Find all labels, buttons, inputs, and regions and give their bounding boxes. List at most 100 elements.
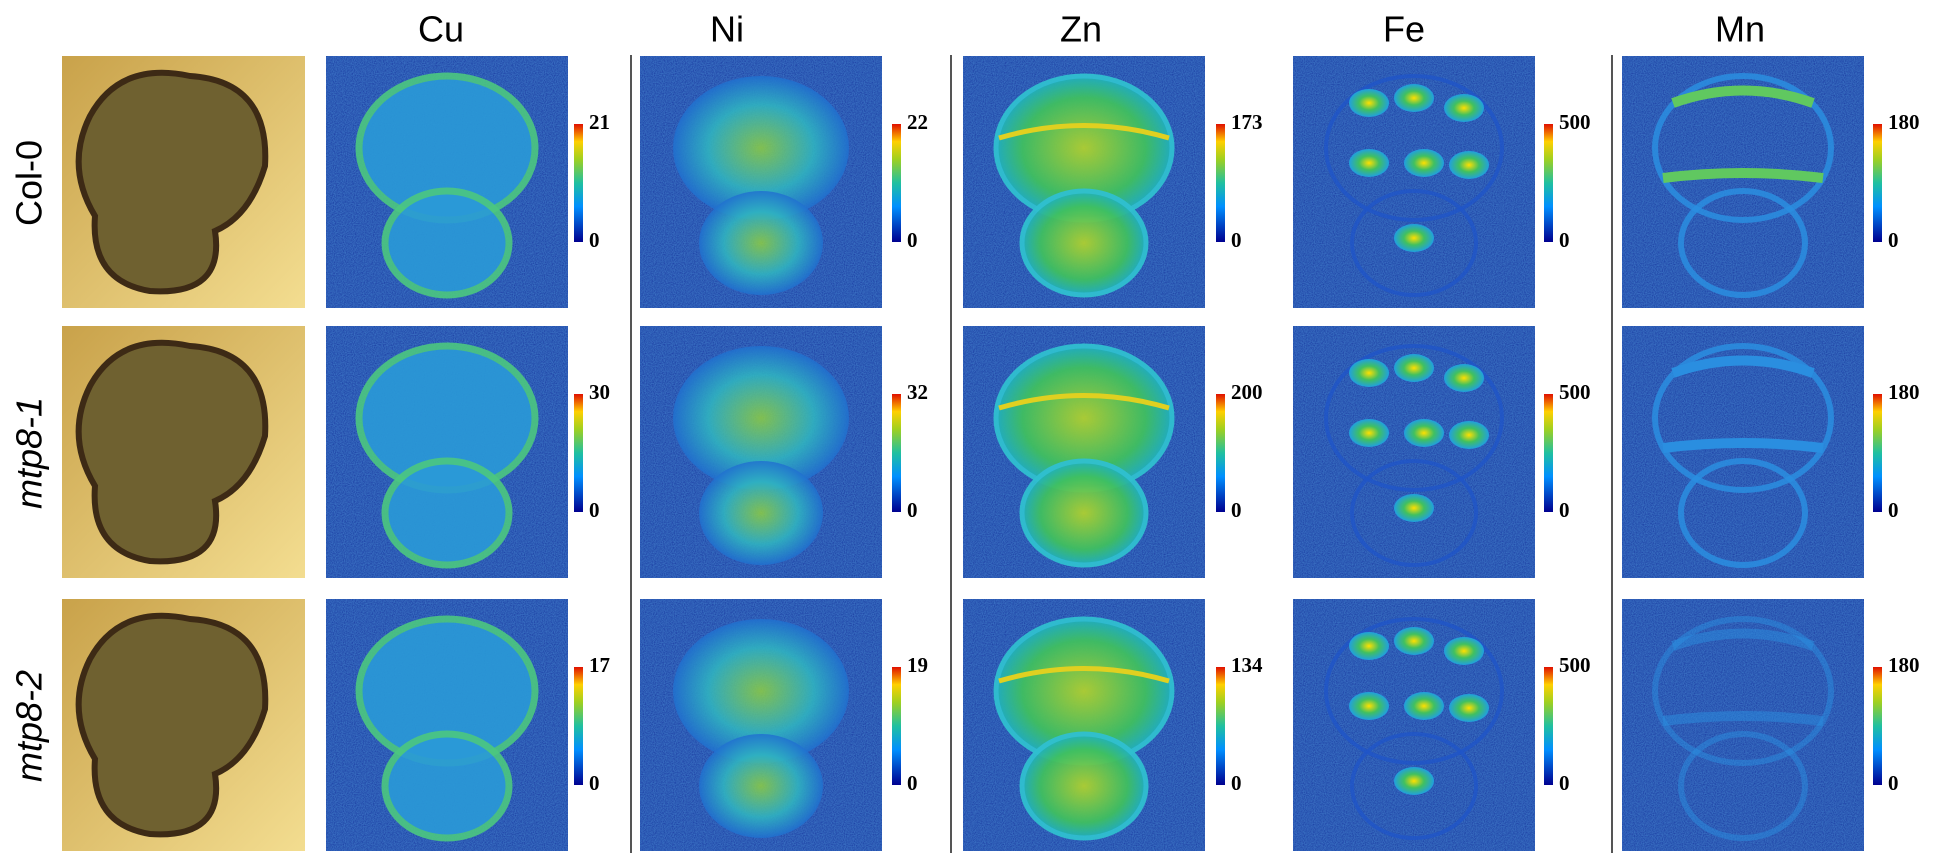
- tissue: [1022, 734, 1146, 838]
- hotspot: [1449, 151, 1489, 179]
- hotspot: [1349, 419, 1389, 447]
- scale-max: 30: [589, 380, 610, 404]
- column-header: Cu: [418, 9, 464, 50]
- figure: CuNiZnFeMnCol-0210220173050001800mtp8-13…: [0, 0, 1939, 853]
- colorbar: [1544, 394, 1553, 512]
- hotspot: [1444, 637, 1484, 665]
- column-header: Fe: [1383, 9, 1425, 50]
- scale-min: 0: [589, 498, 600, 522]
- tissue: [699, 734, 823, 838]
- element-map: [1622, 56, 1864, 308]
- element-map: [326, 56, 568, 308]
- colorbar: [1873, 667, 1882, 785]
- scale-max: 180: [1888, 380, 1920, 404]
- hotspot: [1394, 354, 1434, 382]
- element-map: [1293, 326, 1535, 578]
- section-photo: [62, 326, 305, 578]
- element-map: [640, 599, 882, 851]
- scale-max: 500: [1559, 653, 1591, 677]
- scale-min: 0: [1231, 228, 1242, 252]
- column-header: Mn: [1715, 9, 1765, 50]
- element-map: [1622, 599, 1864, 851]
- colorbar: [1216, 124, 1225, 242]
- column-header: Zn: [1060, 9, 1102, 50]
- hotspot: [1349, 692, 1389, 720]
- scale-min: 0: [1888, 771, 1899, 795]
- scale-max: 32: [907, 380, 928, 404]
- hotspot: [1349, 149, 1389, 177]
- element-map: [326, 599, 568, 851]
- element-map: [640, 326, 882, 578]
- hotspot: [1349, 632, 1389, 660]
- element-map: [1622, 326, 1864, 578]
- hotspot: [1444, 364, 1484, 392]
- column-header: Ni: [710, 9, 744, 50]
- scale-max: 180: [1888, 110, 1920, 134]
- tissue: [385, 191, 509, 295]
- hotspot: [1404, 149, 1444, 177]
- hotspot: [1404, 419, 1444, 447]
- band: [1663, 443, 1823, 448]
- scale-max: 22: [907, 110, 928, 134]
- colorbar: [1544, 124, 1553, 242]
- element-map: [963, 599, 1205, 851]
- scale-max: 19: [907, 653, 928, 677]
- scale-max: 134: [1231, 653, 1263, 677]
- scale-min: 0: [1888, 228, 1899, 252]
- colorbar: [574, 667, 583, 785]
- colorbar: [1873, 394, 1882, 512]
- colorbar: [892, 667, 901, 785]
- row-label: Col-0: [9, 140, 50, 226]
- colorbar: [892, 124, 901, 242]
- band: [1663, 716, 1823, 721]
- band: [1663, 173, 1823, 178]
- element-map: [326, 326, 568, 578]
- hotspot: [1394, 84, 1434, 112]
- scale-min: 0: [1231, 498, 1242, 522]
- colorbar: [892, 394, 901, 512]
- tissue: [699, 461, 823, 565]
- hotspot: [1349, 359, 1389, 387]
- scale-max: 500: [1559, 380, 1591, 404]
- hotspot: [1449, 421, 1489, 449]
- scale-min: 0: [1559, 771, 1570, 795]
- element-map: [1293, 599, 1535, 851]
- element-map: [963, 56, 1205, 308]
- hotspot: [1449, 694, 1489, 722]
- scale-max: 173: [1231, 110, 1263, 134]
- hotspot: [1394, 627, 1434, 655]
- scale-max: 180: [1888, 653, 1920, 677]
- section-photo: [62, 56, 305, 308]
- tissue: [1022, 191, 1146, 295]
- hotspot: [1394, 767, 1434, 795]
- hotspot: [1349, 89, 1389, 117]
- colorbar: [574, 124, 583, 242]
- element-map: [963, 326, 1205, 578]
- row-label: mtp8-1: [9, 397, 50, 509]
- scale-max: 500: [1559, 110, 1591, 134]
- scale-min: 0: [907, 498, 918, 522]
- tissue: [699, 191, 823, 295]
- scale-min: 0: [1888, 498, 1899, 522]
- scale-max: 17: [589, 653, 610, 677]
- element-map: [1293, 56, 1535, 308]
- scale-min: 0: [1559, 498, 1570, 522]
- colorbar: [574, 394, 583, 512]
- row-label: mtp8-2: [9, 670, 50, 782]
- tissue: [1022, 461, 1146, 565]
- scale-max: 200: [1231, 380, 1263, 404]
- hotspot: [1394, 494, 1434, 522]
- hotspot: [1394, 224, 1434, 252]
- hotspot: [1404, 692, 1444, 720]
- scale-min: 0: [589, 771, 600, 795]
- scale-min: 0: [907, 228, 918, 252]
- colorbar: [1873, 124, 1882, 242]
- hotspot: [1444, 94, 1484, 122]
- scale-min: 0: [1231, 771, 1242, 795]
- tissue: [385, 734, 509, 838]
- element-map: [640, 56, 882, 308]
- colorbar: [1544, 667, 1553, 785]
- scale-min: 0: [589, 228, 600, 252]
- scale-max: 21: [589, 110, 610, 134]
- colorbar: [1216, 394, 1225, 512]
